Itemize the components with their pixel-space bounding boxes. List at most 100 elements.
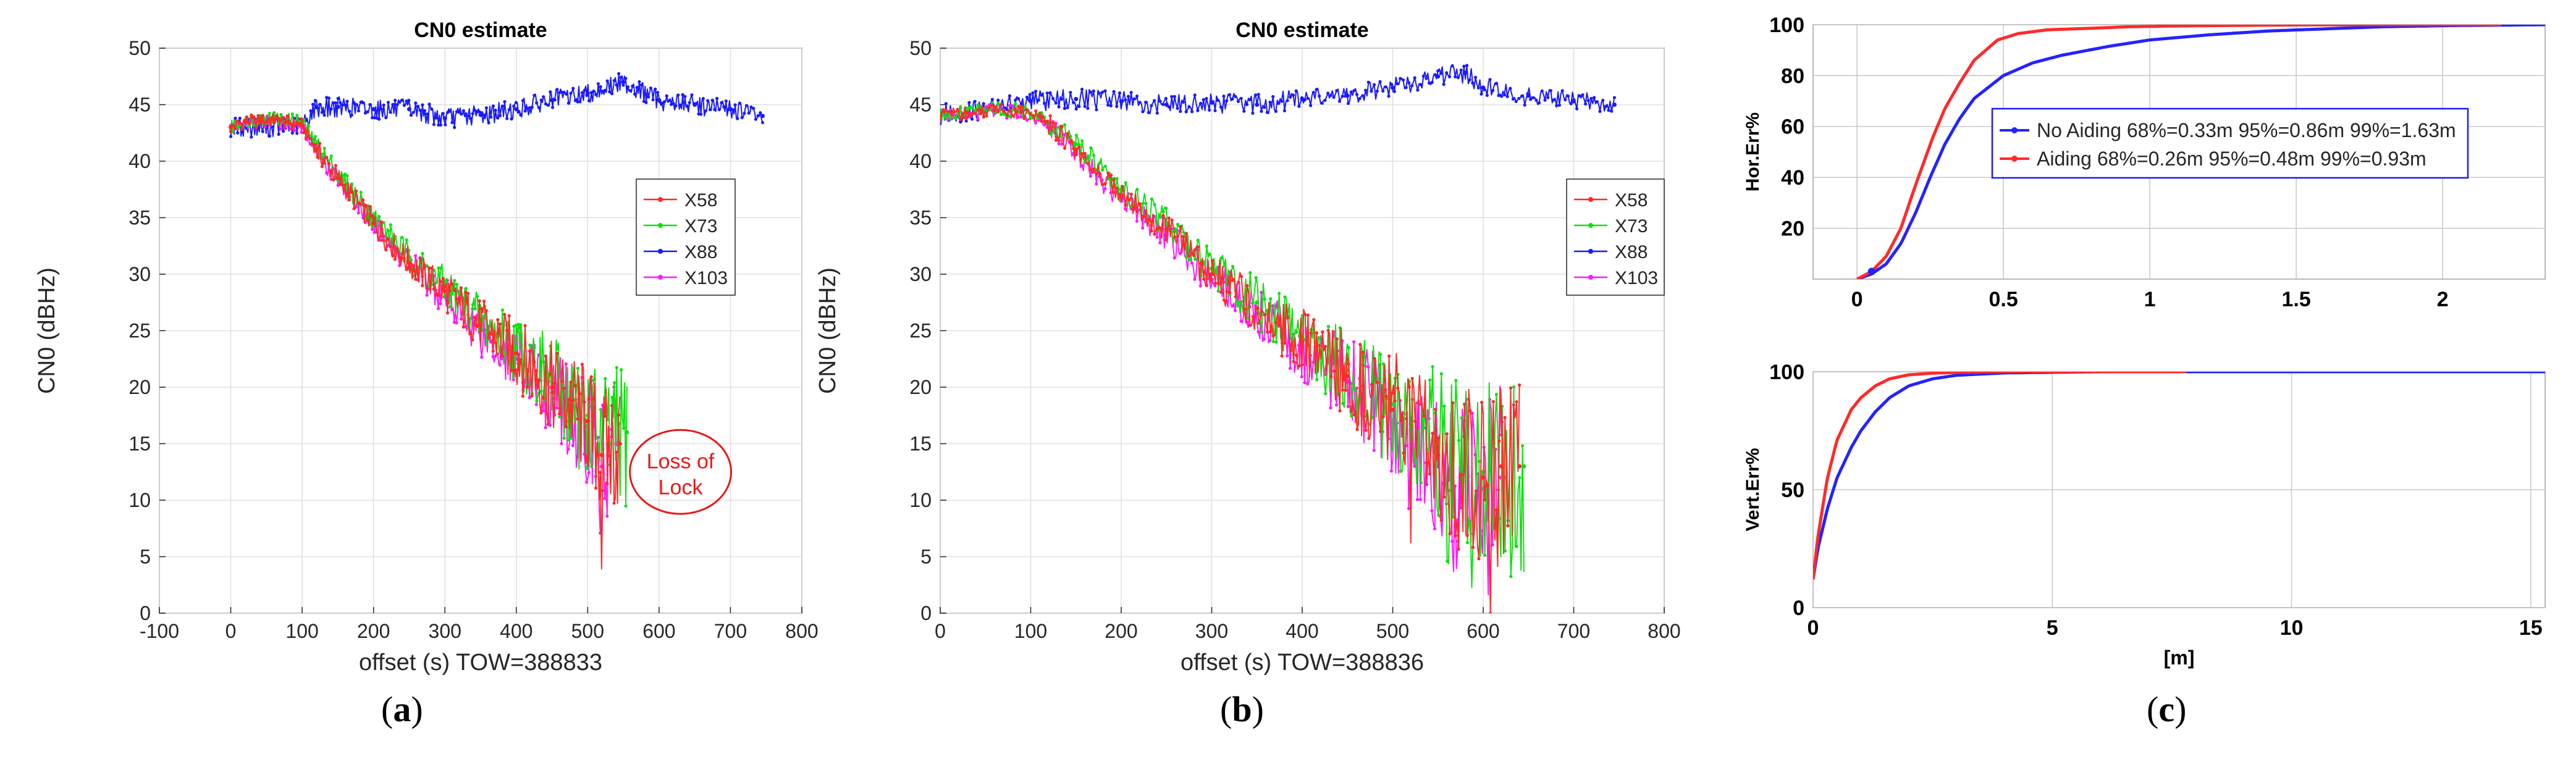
sample-marker xyxy=(489,340,493,344)
sample-marker xyxy=(395,103,399,107)
sample-marker xyxy=(1364,429,1368,432)
sample-marker xyxy=(336,173,340,177)
sample-marker xyxy=(1167,105,1171,109)
sample-marker xyxy=(1416,88,1420,92)
sample-marker xyxy=(1410,84,1414,88)
sample-marker xyxy=(423,265,427,269)
sample-marker xyxy=(1450,539,1454,543)
sample-marker xyxy=(1205,96,1208,101)
sample-marker xyxy=(1124,207,1127,211)
sample-marker xyxy=(236,125,240,129)
sample-marker xyxy=(313,135,317,138)
sample-marker xyxy=(1202,98,1205,102)
sample-marker xyxy=(1509,86,1512,90)
sample-marker xyxy=(950,113,954,117)
sample-marker xyxy=(1109,173,1113,177)
sample-marker xyxy=(1213,281,1217,285)
sample-marker xyxy=(941,109,945,114)
sample-marker xyxy=(439,302,442,306)
sample-marker xyxy=(1413,464,1416,468)
sample-marker xyxy=(1060,142,1064,146)
sample-marker xyxy=(961,115,966,120)
sample-marker xyxy=(592,89,596,93)
sample-marker xyxy=(1187,258,1191,262)
sample-marker xyxy=(1418,498,1422,501)
sample-marker xyxy=(1182,230,1185,234)
sample-marker xyxy=(1231,278,1235,282)
sample-marker xyxy=(1447,75,1452,78)
sample-marker xyxy=(560,90,563,94)
sample-marker xyxy=(964,119,968,123)
sample-marker xyxy=(619,75,623,79)
legend-box xyxy=(1991,107,2469,179)
sample-marker xyxy=(706,99,710,103)
sample-marker xyxy=(638,80,641,84)
sample-marker xyxy=(532,346,536,350)
sample-marker xyxy=(1231,264,1235,269)
sample-marker xyxy=(286,114,290,118)
sample-marker xyxy=(329,154,333,158)
sample-marker xyxy=(1225,99,1229,103)
sample-marker xyxy=(1271,304,1275,308)
sample-marker xyxy=(1486,484,1489,488)
sample-marker xyxy=(460,112,463,116)
sample-marker xyxy=(1158,216,1162,219)
sample-marker xyxy=(1367,437,1371,440)
legend: No Aiding 68%=0.33m 95%=0.86m 99%=1.63m A… xyxy=(1991,107,2469,179)
sample-marker xyxy=(1595,99,1599,104)
sample-marker xyxy=(368,103,372,106)
sample-marker xyxy=(1237,280,1240,284)
sample-marker xyxy=(494,354,497,358)
sample-marker xyxy=(1451,515,1455,519)
caption-a: (a) xyxy=(381,689,423,729)
sample-marker xyxy=(615,450,618,454)
sample-marker xyxy=(491,349,495,353)
sample-marker xyxy=(1442,495,1446,499)
sample-marker xyxy=(1234,94,1237,98)
x-tick-label: 500 xyxy=(1376,620,1409,642)
sample-marker xyxy=(425,264,429,268)
series-x58 xyxy=(940,103,1522,613)
sample-marker xyxy=(290,112,294,116)
sample-marker xyxy=(1002,110,1006,114)
sample-marker xyxy=(1251,111,1255,115)
sample-marker xyxy=(1028,112,1032,115)
sample-marker xyxy=(1531,96,1535,99)
sample-marker xyxy=(478,299,481,303)
legend-label: X58 xyxy=(684,190,717,211)
sample-marker xyxy=(448,288,452,293)
sample-marker xyxy=(654,87,657,91)
sample-marker xyxy=(1332,369,1336,373)
x-tick-label: 100 xyxy=(285,620,318,642)
sample-marker xyxy=(1418,83,1423,86)
sample-marker xyxy=(1428,81,1431,85)
sample-marker xyxy=(1526,92,1530,96)
sample-marker xyxy=(234,127,237,130)
series-curve xyxy=(1813,372,2187,580)
sample-marker xyxy=(1118,91,1122,95)
sample-marker xyxy=(371,225,374,228)
sample-marker xyxy=(1598,109,1602,113)
sample-marker xyxy=(1392,90,1397,93)
sample-marker xyxy=(1459,68,1463,72)
sample-marker xyxy=(450,308,454,312)
sample-marker xyxy=(325,171,329,175)
sample-marker xyxy=(1077,104,1081,109)
sample-marker xyxy=(1439,72,1442,75)
sample-marker xyxy=(1549,89,1552,93)
sample-marker xyxy=(416,278,420,282)
sample-marker xyxy=(631,85,634,88)
y-tick-label: 5 xyxy=(140,546,151,568)
y-tick-label: 40 xyxy=(909,150,932,172)
sample-marker xyxy=(567,438,571,442)
sample-marker xyxy=(979,112,983,116)
sample-marker xyxy=(1396,387,1400,390)
sample-marker xyxy=(1271,340,1275,343)
sample-marker xyxy=(389,111,392,114)
sample-marker xyxy=(1271,334,1275,338)
sample-marker xyxy=(1266,330,1269,334)
sample-marker xyxy=(1092,154,1096,157)
sample-marker xyxy=(1555,104,1559,107)
sample-marker xyxy=(569,436,573,440)
sample-marker xyxy=(1208,275,1211,279)
